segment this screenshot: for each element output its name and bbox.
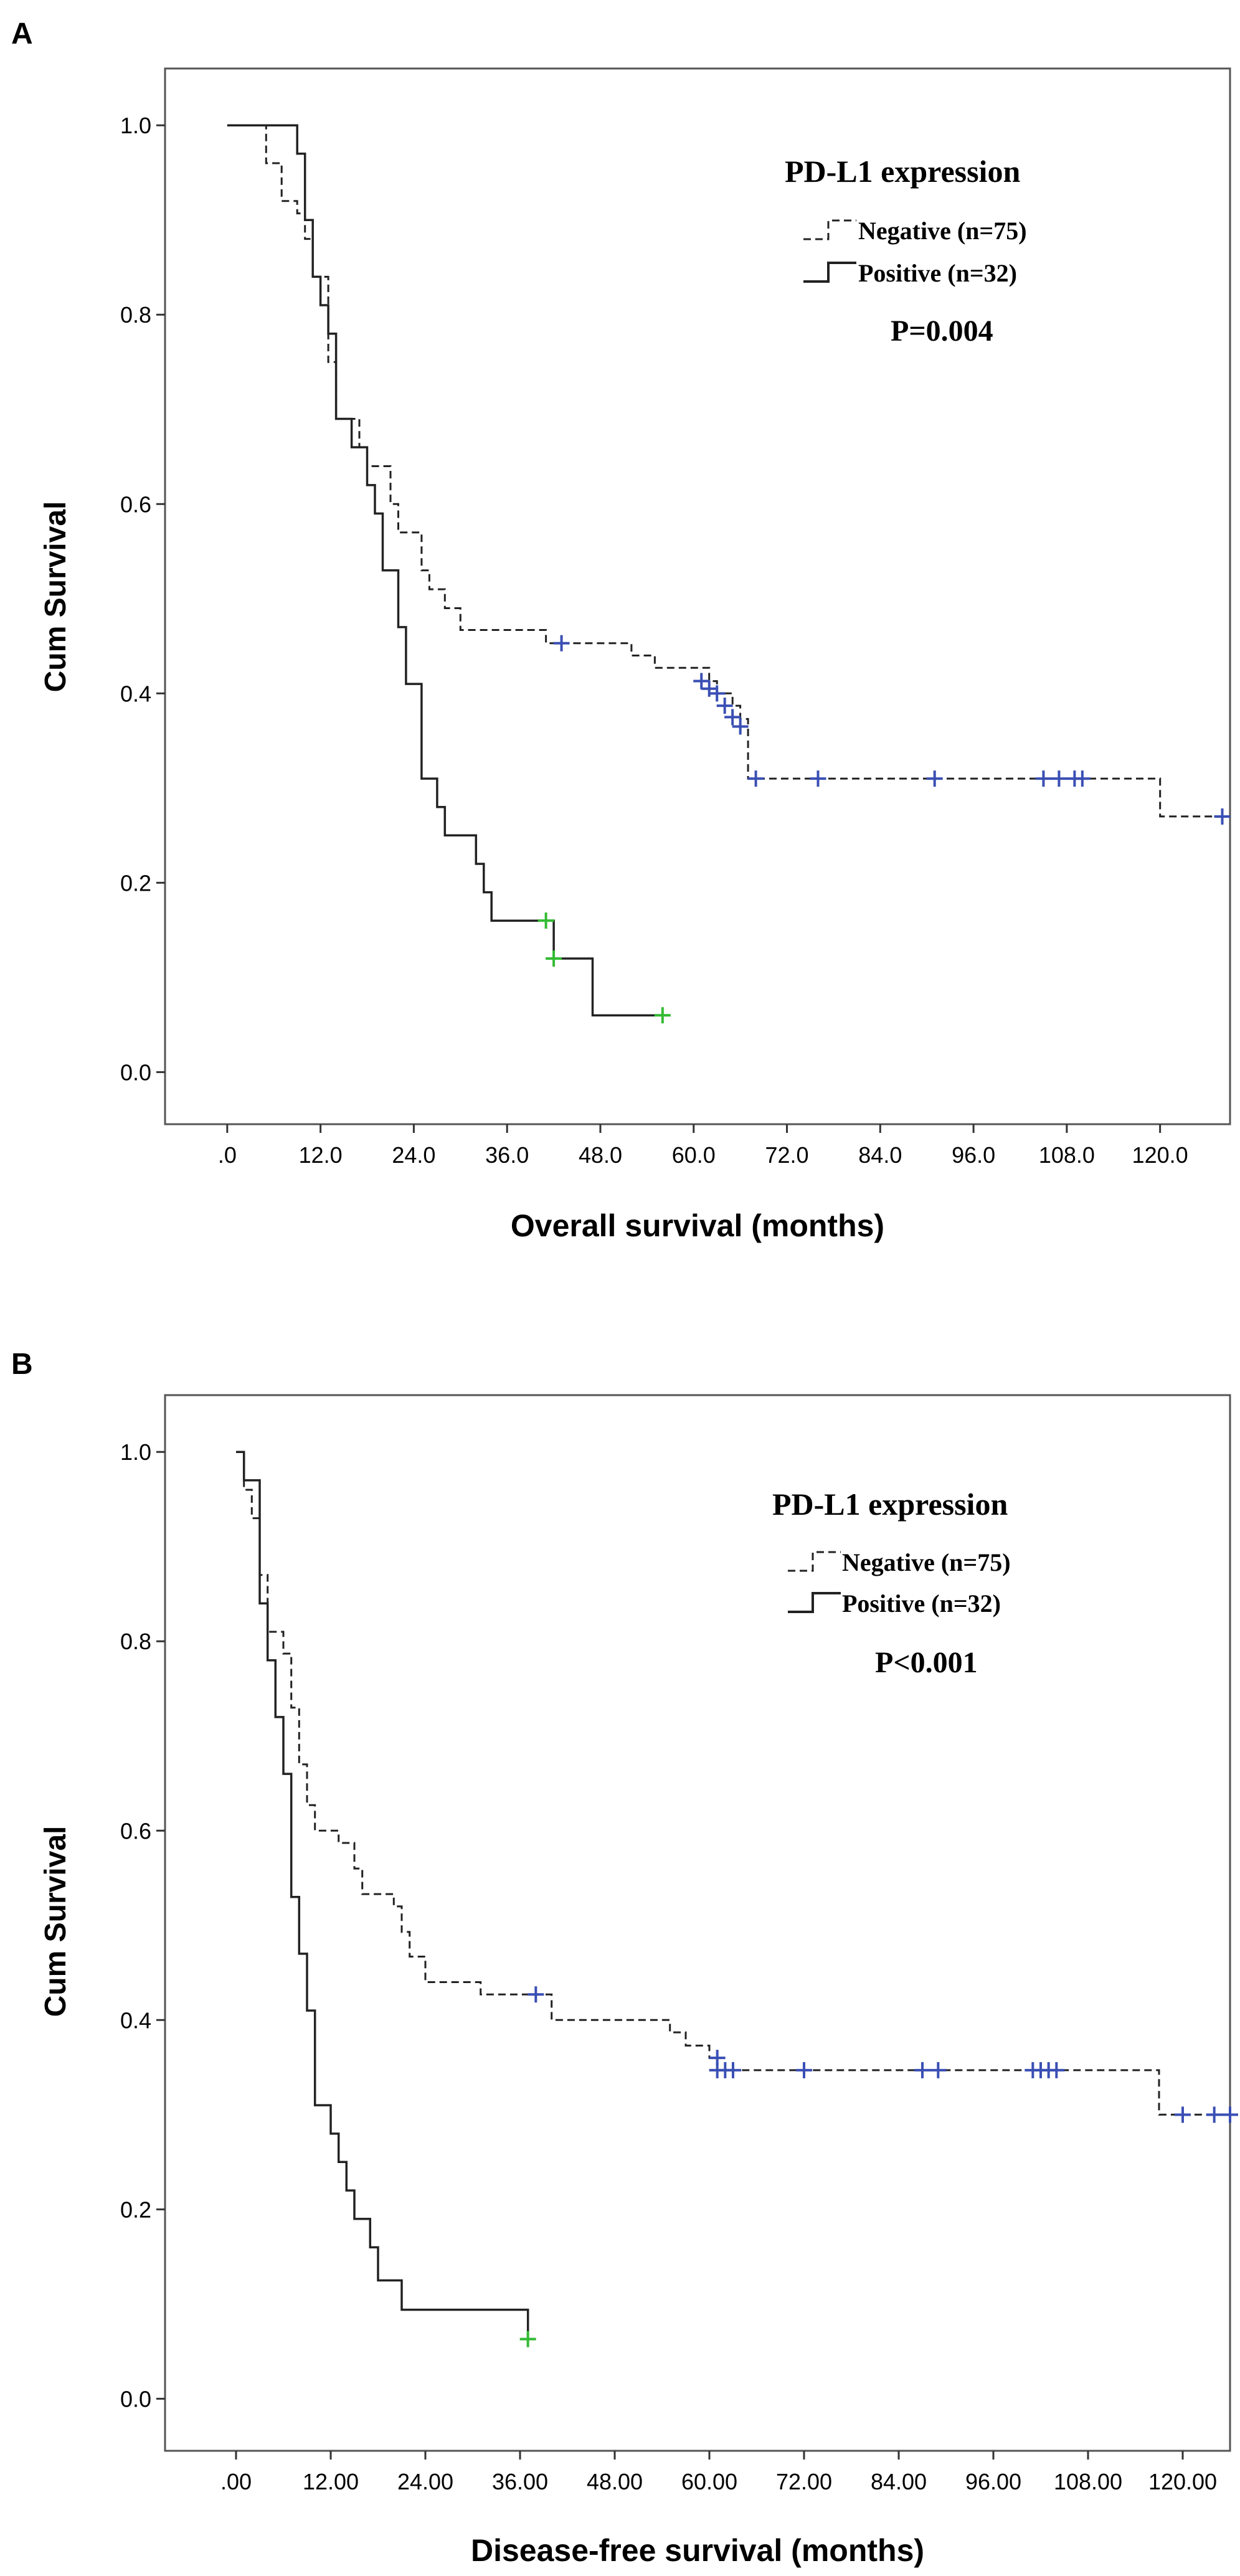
x-tick-label: 48.00 [587,2469,643,2494]
y-axis-label: Cum Survival [39,501,72,693]
censor-mark [1074,770,1091,787]
x-tick-label: 84.0 [858,1142,902,1168]
x-tick-label: 36.0 [485,1142,529,1168]
censor-mark [930,2062,947,2078]
plot-frame [164,67,1231,1125]
legend-title: PD-L1 expression [772,1487,1008,1522]
series-line-positive [227,124,663,1016]
legend-entry-positive: Positive (n=32) [858,259,1017,287]
x-axis: .00 12.00 24.00 36.00 48.00 60.00 72.00 84.00 96… [220,2451,1217,2494]
censor-mark [725,2062,741,2078]
legend-entry-negative: Negative (n=75) [858,217,1027,245]
x-axis-label: Overall survival (months) [511,1208,884,1243]
x-tick-label: 108.0 [1039,1142,1095,1168]
censor-mark [537,912,554,929]
censor-mark [709,685,726,702]
x-tick-label: 72.00 [776,2469,832,2494]
p-value: P=0.004 [891,315,993,348]
censor-mark [528,1986,544,2003]
x-axis: .0 12.0 24.0 36.0 48.0 60.0 72.0 84.0 96.0 108.0 1… [218,1124,1188,1168]
y-tick-label: 0.6 [120,491,151,517]
survival-curves [236,1451,1238,2347]
series-line-positive [236,1451,536,2341]
censor-mark [1206,2106,1223,2123]
y-tick-label: 0.0 [120,1059,151,1085]
censor-mark [1214,808,1231,825]
x-tick-label: 12.00 [303,2469,359,2494]
y-tick-label: 0.4 [120,2007,151,2033]
x-tick-label: 96.00 [965,2469,1021,2494]
panel-label: B [11,1348,33,1381]
censor-mark [732,718,749,735]
y-tick-label: 0.2 [120,2197,151,2222]
legend-swatch-positive [788,1592,841,1613]
x-tick-label: 12.0 [299,1142,343,1168]
x-tick-label: 108.00 [1054,2469,1122,2494]
x-tick-label: 72.0 [765,1142,809,1168]
legend-swatch-negative [803,219,856,240]
censor-mark [926,770,943,787]
series-line-negative [236,1451,1230,2116]
legend-title: PD-L1 expression [785,154,1020,189]
p-value: P<0.001 [875,1646,978,1679]
censor-mark [796,2062,812,2078]
y-tick-label: 0.6 [120,1818,151,1844]
censor-mark [1048,2062,1065,2078]
y-tick-label: 1.0 [120,1439,151,1465]
censor-mark [546,950,562,967]
plot-frame [164,1394,1231,2452]
x-tick-label: .00 [220,2469,252,2494]
x-tick-label: 24.00 [397,2469,453,2494]
censor-mark [1222,2106,1238,2123]
censor-mark [654,1007,671,1024]
censor-mark [1035,770,1052,787]
censor-mark [914,2062,930,2078]
y-axis: 0.0 0.2 0.4 0.6 0.8 1.0 [120,113,165,1085]
y-tick-label: 0.4 [120,681,151,706]
censor-mark [747,770,764,787]
x-tick-label: .0 [218,1142,237,1168]
x-tick-label: 96.0 [952,1142,995,1168]
y-tick-label: 0.0 [120,2386,151,2412]
legend-entry-negative: Negative (n=75) [842,1548,1011,1576]
x-tick-label: 120.00 [1148,2469,1217,2494]
y-tick-label: 1.0 [120,113,151,138]
legend-entry-positive: Positive (n=32) [842,1589,1001,1617]
x-tick-label: 24.0 [392,1142,435,1168]
x-tick-label: 120.0 [1132,1142,1188,1168]
censor-mark [519,2331,536,2347]
y-axis-label: Cum Survival [39,1826,72,2017]
legend-swatch-positive [803,262,856,283]
panel-b: B 0.0 0.2 0.4 0.6 0.8 1.0 .00 12.00 24.00 36.00 4… [11,1348,1238,2568]
legend-swatch-negative [788,1551,841,1572]
y-tick-label: 0.2 [120,870,151,896]
x-tick-label: 36.00 [492,2469,548,2494]
x-tick-label: 60.00 [681,2469,737,2494]
censor-mark [693,673,710,689]
censor-mark [1175,2106,1191,2123]
censor-mark [1051,770,1067,787]
censor-mark [716,698,733,714]
x-tick-label: 48.0 [579,1142,622,1168]
survival-curves [227,124,1231,1024]
panel-a: A 0.0 0.2 0.4 0.6 0.8 1.0 .0 12.0 24.0 36.0 48.0 6… [11,17,1231,1243]
series-line-negative [227,124,1223,818]
censor-mark [810,770,826,787]
censor-mark [724,709,741,726]
x-tick-label: 84.00 [871,2469,927,2494]
x-tick-label: 60.0 [672,1142,716,1168]
x-axis-label: Disease-free survival (months) [471,2533,924,2568]
y-axis: 0.0 0.2 0.4 0.6 0.8 1.0 [120,1439,165,2412]
y-tick-label: 0.8 [120,1629,151,1654]
y-tick-label: 0.8 [120,302,151,328]
panel-label: A [11,17,33,50]
censor-mark [553,635,570,651]
